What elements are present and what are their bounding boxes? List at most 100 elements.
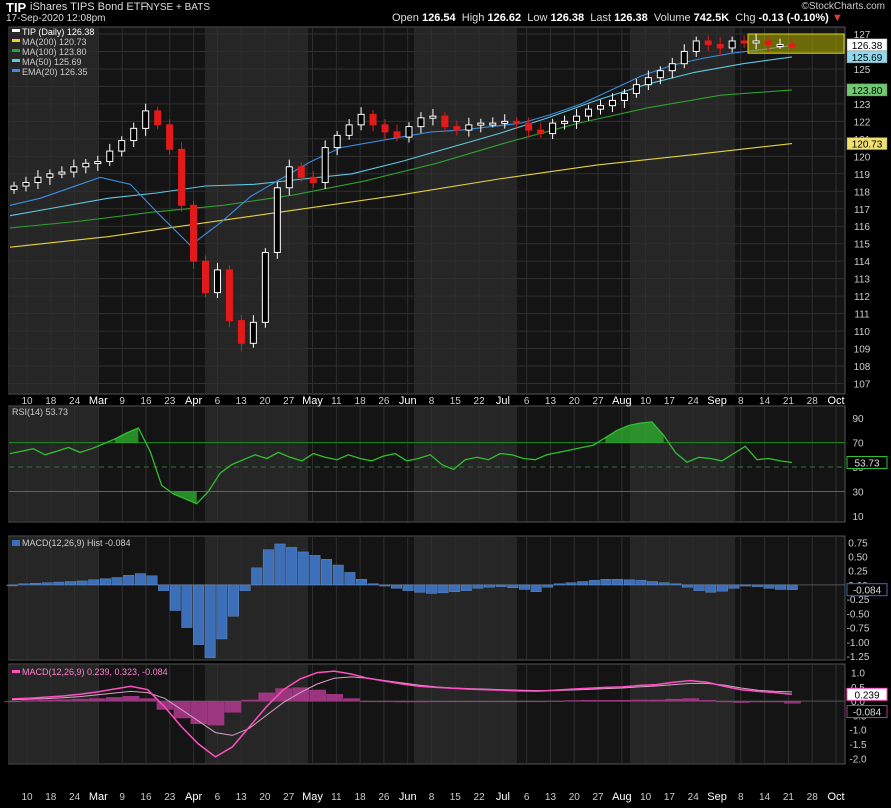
x-tick-label: Oct bbox=[827, 395, 844, 407]
candle bbox=[309, 176, 317, 184]
macd-hist-tick-label: -0.75 bbox=[847, 624, 870, 635]
macd-hist-bar bbox=[251, 567, 263, 586]
macd-pink-hist-bar bbox=[377, 701, 394, 703]
candle bbox=[489, 122, 497, 126]
macd-hist-bar bbox=[484, 584, 496, 588]
macd-legend: MACD(12,26,9) 0.239, 0.323, -0.084 bbox=[22, 667, 168, 677]
x-tick-label: Jul bbox=[496, 395, 510, 407]
x-tick-label: 27 bbox=[592, 792, 604, 803]
x-tick-label: 28 bbox=[807, 792, 819, 803]
legend-entry: MA(200) 120.73 bbox=[22, 37, 87, 47]
macd-hist-right-label: -0.084 bbox=[853, 586, 882, 597]
candle bbox=[225, 269, 233, 322]
x-tick-label: 9 bbox=[119, 792, 125, 803]
y-tick-label: 125 bbox=[854, 65, 871, 76]
macd-hist-bar bbox=[763, 584, 775, 589]
series-line-ema20 bbox=[9, 44, 793, 247]
macd-hist-bar bbox=[682, 584, 693, 588]
candle bbox=[190, 204, 198, 262]
candle bbox=[285, 166, 293, 189]
macd-pink-hist-bar bbox=[37, 699, 55, 702]
y-tick-label: 108 bbox=[854, 362, 871, 373]
macd-pink-hist-bar bbox=[394, 701, 411, 703]
x-tick-label: 18 bbox=[45, 792, 57, 803]
macd-pink-hist-bar bbox=[343, 698, 360, 702]
x-tick-label: 13 bbox=[236, 396, 248, 407]
macd-hist-bar bbox=[530, 584, 542, 592]
candle bbox=[501, 120, 509, 124]
macd-hist-bar bbox=[647, 581, 658, 586]
macd-hist-bar bbox=[751, 584, 763, 587]
x-tick-label: 24 bbox=[69, 396, 81, 407]
candle bbox=[585, 108, 593, 117]
candle bbox=[632, 84, 640, 94]
x-tick-label: Sep bbox=[707, 395, 727, 407]
candle bbox=[608, 99, 616, 107]
macd-hist-bar bbox=[65, 581, 76, 586]
macd-hist-bar bbox=[134, 573, 146, 586]
macd-hist-bar bbox=[437, 584, 449, 594]
x-tick-label: Mar bbox=[89, 791, 108, 803]
macd-hist2-right-label: -0.084 bbox=[853, 708, 882, 719]
macd-line bbox=[11, 670, 793, 758]
macd-pink-hist-bar bbox=[224, 701, 242, 713]
series-line-ma100 bbox=[9, 89, 793, 229]
macd-hist-bar bbox=[600, 579, 612, 586]
x-tick-label: 6 bbox=[215, 792, 221, 803]
ma200-right-label: 120.73 bbox=[852, 140, 883, 151]
candle bbox=[644, 77, 652, 86]
ma50-right-label: 125.69 bbox=[852, 53, 883, 64]
macd-hist-bar bbox=[786, 584, 798, 590]
macd-tick-label: 0.0 bbox=[851, 697, 865, 708]
macd-pink-hist-bar bbox=[427, 701, 445, 703]
panel-shade bbox=[9, 28, 98, 393]
legend-swatch bbox=[12, 69, 20, 72]
macd-hist-bar bbox=[460, 584, 472, 591]
x-tick-label: 26 bbox=[378, 396, 390, 407]
x-tick-label: 18 bbox=[355, 396, 367, 407]
macd-pink-hist-bar bbox=[122, 696, 140, 702]
x-tick-label: 16 bbox=[140, 792, 152, 803]
macd-pink-hist-bar bbox=[292, 687, 310, 702]
datetime: 17-Sep-2020 12:08pm bbox=[6, 13, 106, 24]
y-tick-label: 123 bbox=[854, 100, 871, 111]
candle bbox=[10, 185, 18, 191]
candle bbox=[561, 120, 569, 124]
macd-hist-bar bbox=[693, 584, 705, 591]
candle bbox=[393, 131, 401, 138]
x-tick-label: Aug bbox=[612, 791, 632, 803]
volume-label: Volume bbox=[653, 12, 691, 24]
x-tick-label: 17 bbox=[664, 396, 676, 407]
candle bbox=[58, 171, 66, 175]
x-tick-label: 10 bbox=[21, 792, 33, 803]
x-tick-label: 14 bbox=[759, 396, 771, 407]
y-tick-label: 109 bbox=[854, 345, 871, 356]
y-tick-label: 115 bbox=[854, 240, 870, 251]
macd-hist-bar bbox=[146, 575, 158, 586]
macd-pink-hist-bar bbox=[767, 701, 784, 703]
macd-tick-label: -2.0 bbox=[849, 754, 867, 765]
macd-hist-bar bbox=[425, 584, 437, 594]
macd-pink-hist-bar bbox=[207, 701, 225, 726]
macd-hist-bar bbox=[635, 580, 647, 586]
x-tick-label: 27 bbox=[283, 396, 295, 407]
chart-header: TIP iShares TIPS Bond ETF NYSE + BATS 17… bbox=[0, 0, 891, 26]
x-tick-label: 10 bbox=[640, 792, 652, 803]
rsi-right-label: 53.73 bbox=[854, 458, 879, 469]
macd-hist-bar bbox=[367, 583, 379, 586]
x-tick-label: 20 bbox=[259, 792, 271, 803]
x-tick-label: 15 bbox=[450, 396, 462, 407]
macd-hist-bar bbox=[274, 543, 286, 586]
macd-hist-bar bbox=[123, 575, 135, 586]
x-tick-label: Apr bbox=[185, 791, 202, 803]
legend-swatch bbox=[12, 59, 20, 62]
candle bbox=[321, 147, 329, 184]
security-name: iShares TIPS Bond ETF bbox=[30, 1, 148, 13]
macd-hist-right-label-tag bbox=[846, 583, 888, 597]
macd-hist-bar bbox=[88, 579, 100, 586]
candle bbox=[465, 124, 473, 131]
candle bbox=[477, 122, 485, 126]
low-label: Low bbox=[527, 12, 548, 24]
candle bbox=[752, 40, 760, 44]
